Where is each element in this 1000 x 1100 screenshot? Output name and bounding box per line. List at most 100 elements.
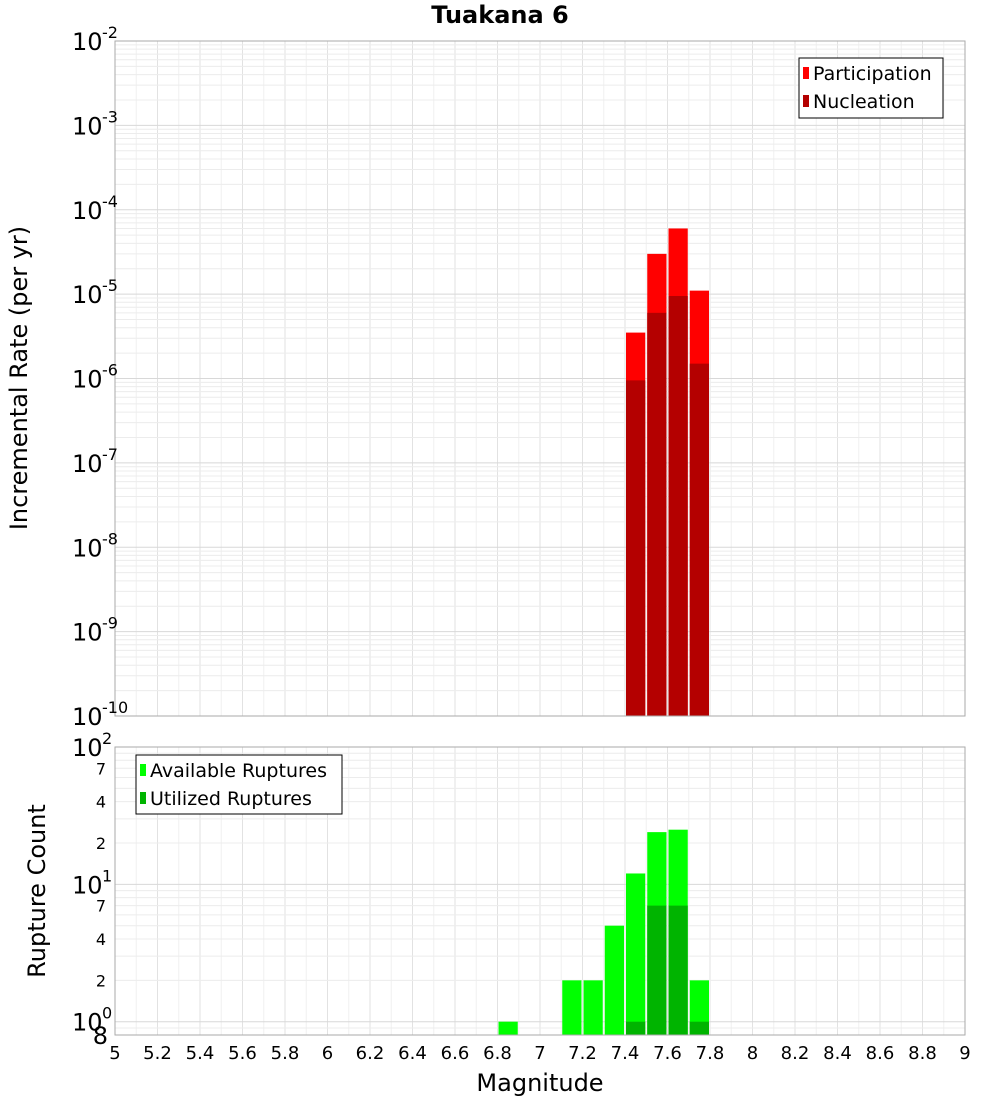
y-decade-tick-label: 10 (72, 450, 103, 478)
utilized-ruptures-bar (626, 1021, 646, 1035)
y-decade-base: 10 (72, 450, 103, 478)
available-ruptures-bar (604, 925, 624, 1035)
available-ruptures-bar (562, 980, 582, 1035)
y-decade-tick-label: 10 (72, 28, 103, 56)
y-decade-base: 10 (72, 534, 103, 562)
x-tick-label: 8.6 (866, 1043, 895, 1064)
utilized-ruptures-bar (689, 1021, 709, 1035)
x-tick-labels: 5 5.2 5.4 5.6 5.8 6 6.2 6.4 6.6 6.8 7 7.2 7.4 7.6 7.8 8… (109, 1043, 970, 1064)
y-minor-tick-label: 8 (93, 1022, 108, 1050)
y-decade-tick-label: 10 (72, 197, 103, 225)
nucleation-bar (626, 380, 646, 716)
x-tick-label: 8.8 (908, 1043, 937, 1064)
y-decade-base: 10 (72, 28, 103, 56)
y-decade-tick-label: 10 (72, 366, 103, 394)
legend-swatch-utilized (140, 792, 146, 804)
y-decade-tick-label: 10 (72, 734, 103, 762)
rate-grid (114, 40, 966, 717)
x-tick-label: 9 (959, 1043, 970, 1064)
available-ruptures-bar (626, 873, 646, 1035)
rate-y-axis-label: Incremental Rate (per yr) (5, 226, 33, 530)
legend-swatch-available (140, 764, 146, 776)
y-decade-base: 10 (72, 281, 103, 309)
y-decade-base: 10 (72, 1009, 103, 1037)
y-decade-base: 10 (72, 366, 103, 394)
x-tick-label: 7.4 (611, 1043, 640, 1064)
y-minor-tick-label: 4 (96, 793, 106, 812)
legend-label-available: Available Ruptures (150, 760, 327, 782)
x-tick-label: 6 (322, 1043, 333, 1064)
y-decade-exponent: -3 (102, 107, 118, 126)
y-decade-exponent: -6 (102, 361, 118, 380)
y-decade-exponent: -5 (102, 276, 118, 295)
y-decade-tick-label: 10 (72, 281, 103, 309)
y-minor-tick-label: 2 (96, 834, 106, 853)
x-tick-label: 5.6 (228, 1043, 257, 1064)
y-decade-tick-label: 10 (72, 1009, 103, 1037)
y-decade-tick-label: 10 (72, 619, 103, 647)
x-tick-label: 7 (534, 1043, 545, 1064)
available-ruptures-bar (583, 980, 603, 1035)
count-legend: Available Ruptures Utilized Ruptures (135, 754, 343, 815)
y-decade-tick-label: 10 (72, 534, 103, 562)
rate-plot-frame (114, 40, 966, 717)
y-minor-tick-label: 4 (96, 930, 106, 949)
y-minor-tick-label: 7 (96, 759, 106, 778)
nucleation-bar (689, 363, 709, 716)
y-minor-tick-label: 7 (96, 897, 106, 916)
nucleation-bar (668, 296, 688, 716)
legend-label-utilized: Utilized Ruptures (150, 788, 312, 810)
legend-label-nucleation: Nucleation (813, 91, 915, 113)
x-tick-label: 6.8 (483, 1043, 512, 1064)
y-decade-exponent: -7 (102, 445, 118, 464)
y-minor-tick-label: 2 (96, 971, 106, 990)
y-decade-exponent: -4 (102, 192, 118, 211)
x-tick-label: 6.4 (398, 1043, 427, 1064)
x-tick-label: 5.8 (271, 1043, 300, 1064)
x-tick-label: 6.6 (441, 1043, 470, 1064)
rate-bars (626, 228, 709, 716)
legend-swatch-nucleation (803, 95, 809, 107)
x-tick-label: 7.8 (696, 1043, 725, 1064)
y-decade-tick-label: 10 (72, 703, 103, 731)
count-bars (498, 829, 709, 1035)
y-decade-exponent: -8 (102, 529, 118, 548)
x-tick-label: 5.4 (186, 1043, 215, 1064)
y-decade-base: 10 (72, 112, 103, 140)
x-tick-label: 7.2 (568, 1043, 597, 1064)
rate-legend-box (798, 57, 944, 119)
utilized-ruptures-bar (668, 905, 688, 1035)
x-tick-label: 8 (747, 1043, 758, 1064)
y-decade-exponent: 2 (102, 729, 112, 748)
y-decade-exponent: -10 (102, 698, 128, 717)
y-decade-tick-label: 10 (72, 871, 103, 899)
x-tick-label: 8.2 (781, 1043, 810, 1064)
y-decade-exponent: 0 (102, 1004, 112, 1023)
legend-label-participation: Participation (813, 63, 932, 85)
y-decade-base: 10 (72, 871, 103, 899)
count-plot-frame (114, 746, 966, 1036)
available-ruptures-bar (689, 980, 709, 1035)
y-decade-exponent: 1 (102, 866, 112, 885)
y-decade-base: 10 (72, 197, 103, 225)
utilized-ruptures-bar (647, 905, 667, 1035)
rate-legend: Participation Nucleation (798, 57, 944, 119)
legend-swatch-participation (803, 67, 809, 79)
available-ruptures-bar (498, 1021, 518, 1035)
x-axis-label: Magnitude (476, 1069, 603, 1097)
chart-title: Tuakana 6 (431, 1, 569, 29)
y-decade-base: 10 (72, 703, 103, 731)
count-y-axis-label: Rupture Count (23, 804, 51, 978)
x-tick-label: 5.2 (143, 1043, 172, 1064)
count-legend-box (135, 754, 343, 815)
nucleation-bar (647, 312, 667, 716)
y-decade-tick-label: 10 (72, 112, 103, 140)
y-decade-exponent: -9 (102, 614, 118, 633)
y-decade-exponent: -2 (102, 23, 118, 42)
x-tick-label: 6.2 (356, 1043, 385, 1064)
y-decade-base: 10 (72, 619, 103, 647)
